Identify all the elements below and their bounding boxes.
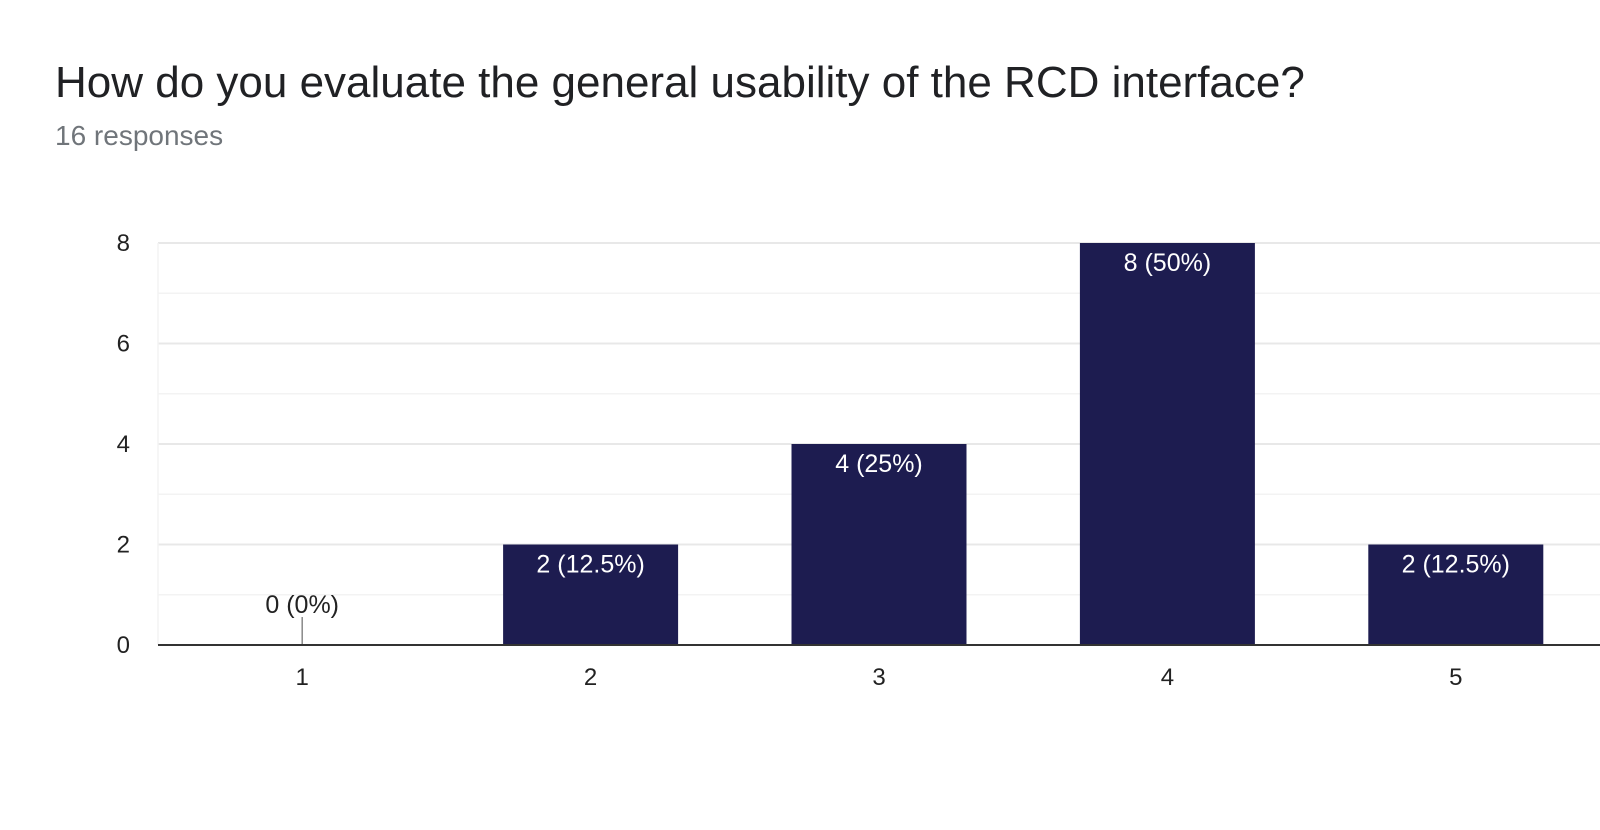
response-count: 16 responses	[55, 120, 224, 151]
chart-title: How do you evaluate the general usabilit…	[55, 58, 1305, 107]
y-tick-label: 0	[117, 632, 130, 659]
x-tick-label-5: 5	[1449, 664, 1462, 691]
x-tick-label-1: 1	[296, 664, 309, 691]
bar-4	[1079, 243, 1255, 645]
y-tick-label: 2	[117, 532, 130, 559]
bar-5	[1368, 544, 1544, 645]
data-label-4: 8 (50%)	[1124, 249, 1212, 277]
bar-2	[503, 544, 679, 645]
data-label-5: 2 (12.5%)	[1402, 551, 1510, 579]
y-tick-label: 6	[117, 331, 130, 358]
x-tick-label-3: 3	[872, 664, 885, 691]
x-tick-label-4: 4	[1161, 664, 1174, 691]
data-label-1: 0 (0%)	[265, 591, 339, 619]
bar-3	[791, 444, 967, 645]
data-label-2: 2 (12.5%)	[536, 551, 644, 579]
y-tick-label: 8	[117, 230, 130, 257]
x-tick-label-2: 2	[584, 664, 597, 691]
data-label-3: 4 (25%)	[835, 450, 923, 478]
y-tick-label: 4	[117, 431, 130, 458]
